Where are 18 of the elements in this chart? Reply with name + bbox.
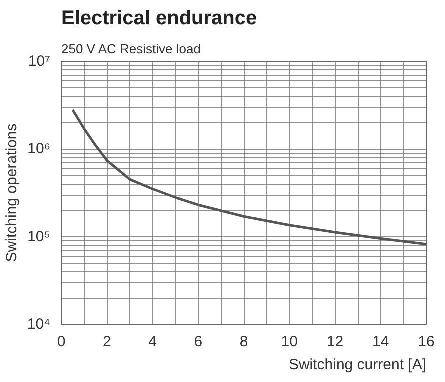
y-axis-title: Switching operations (3, 124, 20, 262)
x-tick-label: 2 (102, 334, 112, 350)
x-tick-label: 10 (281, 334, 298, 350)
chart-title: Electrical endurance (62, 8, 258, 30)
x-tick-label: 16 (418, 334, 435, 350)
x-tick-label: 6 (194, 334, 203, 350)
x-tick-label: 14 (372, 334, 390, 350)
y-tick-label: 10⁴ (27, 316, 51, 333)
chart-subtitle: 250 V AC Resistive load (62, 42, 201, 56)
x-axis-title: Switching current [A] (288, 356, 427, 374)
x-tick-label: 8 (240, 334, 248, 350)
x-tick-label: 12 (326, 334, 344, 350)
y-tick-label: 10⁷ (28, 53, 51, 70)
x-tick-label: 0 (57, 334, 66, 350)
line-series (72, 108, 426, 246)
y-tick-label: 10⁵ (28, 228, 51, 246)
y-tick-label: 10⁶ (28, 140, 50, 158)
x-tick-label: 4 (148, 334, 157, 350)
